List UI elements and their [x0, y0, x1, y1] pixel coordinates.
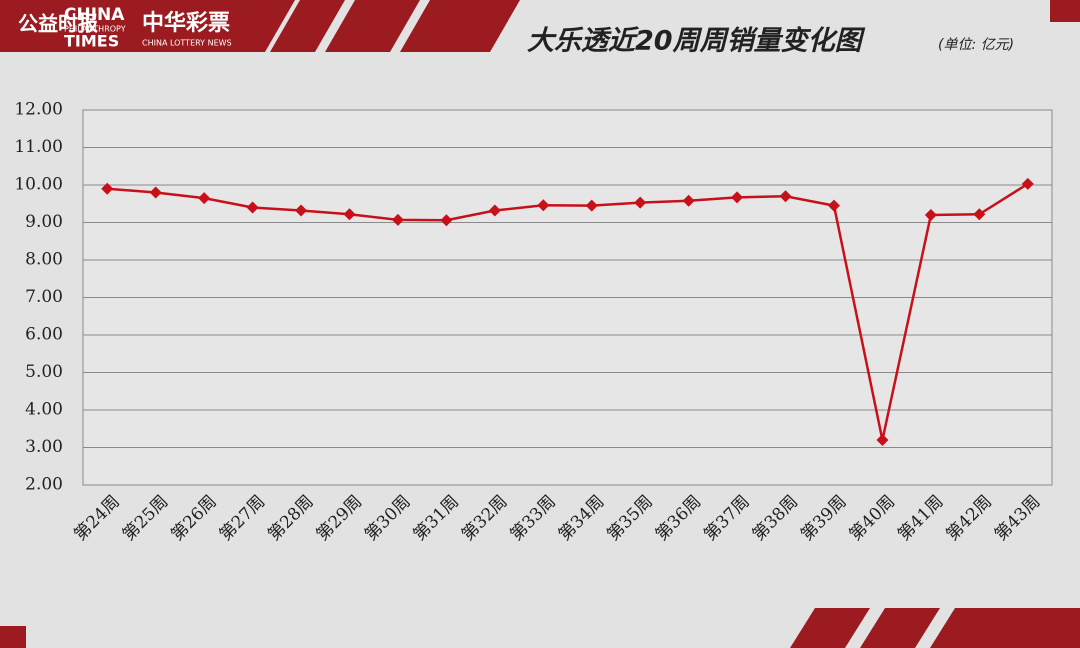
marker: [731, 191, 744, 204]
y-tick-label: 2.00: [25, 475, 63, 495]
marker: [391, 213, 404, 226]
stripe: [325, 0, 420, 52]
marker: [682, 194, 695, 207]
logo-en: PHILANTHROPY: [64, 25, 126, 34]
y-tick-label: 8.00: [25, 250, 63, 270]
stripe: [1050, 0, 1080, 22]
y-tick-label: 12.00: [14, 100, 63, 120]
stripe: [400, 0, 520, 52]
marker: [343, 208, 356, 221]
y-tick-label: 4.00: [25, 400, 63, 420]
y-tick-label: 11.00: [14, 137, 63, 157]
stripe: [930, 608, 1080, 648]
marker: [149, 186, 162, 199]
line: [107, 182, 1029, 441]
marker: [488, 204, 501, 217]
marker: [295, 204, 308, 217]
y-tick-label: 3.00: [25, 437, 63, 457]
logo-en: CHINA: [64, 5, 125, 25]
marker: [973, 208, 986, 221]
stripe: [860, 608, 940, 648]
unit: (单位: 亿元): [938, 37, 1014, 53]
marker: [876, 434, 889, 446]
marker: [537, 199, 550, 212]
marker: [827, 199, 840, 212]
brand-en: CHINA LOTTERY NEWS: [142, 39, 232, 48]
marker: [440, 214, 453, 227]
marker: [1021, 177, 1034, 190]
stripe: [270, 0, 345, 52]
y-tick-label: 6.00: [25, 325, 63, 345]
marker: [585, 199, 598, 212]
y-tick-label: 7.00: [25, 287, 63, 307]
marker: [924, 209, 937, 221]
chart-title: 大乐透近20周周销量变化图: [527, 26, 866, 57]
marker: [246, 201, 259, 214]
y-tick-label: 10.00: [14, 175, 63, 195]
logo-en: TIMES: [64, 32, 119, 51]
logo-band: [0, 0, 295, 52]
y-tick-label: 9.00: [25, 212, 63, 232]
brand: 中华彩票: [142, 10, 230, 36]
stripe: [790, 608, 870, 648]
marker: [198, 192, 211, 205]
marker: [634, 196, 647, 209]
logo-cn: 公益时报: [18, 12, 98, 36]
marker: [101, 182, 114, 195]
stripe: [0, 626, 26, 648]
y-tick-label: 5.00: [25, 362, 63, 382]
marker: [779, 190, 792, 203]
